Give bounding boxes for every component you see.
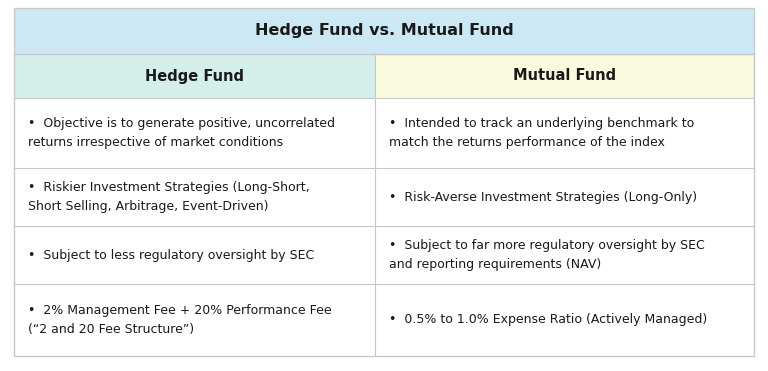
Text: •  Subject to less regulatory oversight by SEC: • Subject to less regulatory oversight b… [28,249,314,262]
Bar [14,168,375,226]
Bar [375,168,754,226]
Bar [14,284,375,356]
Bar [375,284,754,356]
Bar [375,226,754,284]
Text: •  Intended to track an underlying benchmark to
match the returns performance of: • Intended to track an underlying benchm… [389,117,694,149]
Bar [375,54,754,98]
Text: •  Objective is to generate positive, uncorrelated
returns irrespective of marke: • Objective is to generate positive, unc… [28,117,335,149]
Text: Mutual Fund: Mutual Fund [513,69,616,83]
Bar [14,98,375,168]
Text: Hedge Fund: Hedge Fund [145,69,244,83]
Bar [14,54,375,98]
Text: •  Subject to far more regulatory oversight by SEC
and reporting requirements (N: • Subject to far more regulatory oversig… [389,239,705,271]
Text: •  Riskier Investment Strategies (Long-Short,
Short Selling, Arbitrage, Event-Dr: • Riskier Investment Strategies (Long-Sh… [28,181,310,213]
Bar [14,8,754,54]
Bar [375,98,754,168]
Bar [14,226,375,284]
Text: •  Risk-Averse Investment Strategies (Long-Only): • Risk-Averse Investment Strategies (Lon… [389,190,697,204]
Text: •  0.5% to 1.0% Expense Ratio (Actively Managed): • 0.5% to 1.0% Expense Ratio (Actively M… [389,313,707,326]
Text: •  2% Management Fee + 20% Performance Fee
(“2 and 20 Fee Structure”): • 2% Management Fee + 20% Performance Fe… [28,304,332,336]
Text: Hedge Fund vs. Mutual Fund: Hedge Fund vs. Mutual Fund [255,23,513,39]
